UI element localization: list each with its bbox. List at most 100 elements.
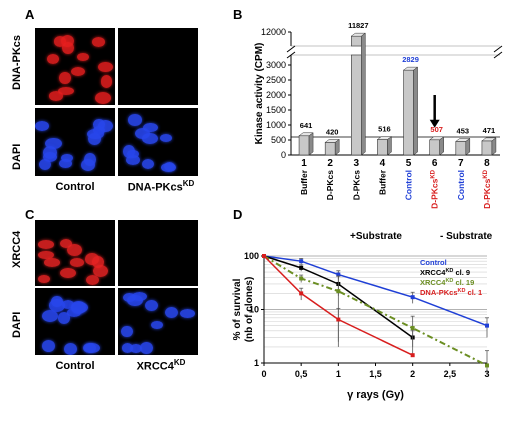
cell-nucleus xyxy=(94,91,112,104)
category-label: D-PKcs xyxy=(325,170,335,201)
bar-value-label: 516 xyxy=(378,125,391,134)
x-tick-label: 0,5 xyxy=(295,369,308,379)
bar-value-label: 453 xyxy=(457,126,470,135)
legend-entry: Control xyxy=(420,258,447,267)
bar-side-face xyxy=(465,137,471,156)
cell-nucleus xyxy=(85,275,99,286)
cell-nucleus xyxy=(66,244,82,257)
panel-letter-b: B xyxy=(233,7,243,22)
category-label: Control xyxy=(456,170,466,200)
category-number: 5 xyxy=(406,158,412,169)
cell-nucleus xyxy=(140,342,153,355)
cell-nucleus xyxy=(59,267,76,278)
data-point xyxy=(410,353,415,358)
col-label-control-c: Control xyxy=(55,360,95,372)
bar xyxy=(403,69,414,156)
x-tick-label: 0 xyxy=(261,369,266,379)
group-label-minus-substrate: - Substrate xyxy=(440,231,493,242)
data-point xyxy=(299,265,304,270)
y-tick-label: 1500 xyxy=(266,105,286,115)
series-line xyxy=(263,255,413,356)
cell-nucleus xyxy=(71,66,86,76)
cell-nucleus xyxy=(49,91,63,101)
y-tick-label: 1 xyxy=(254,358,259,368)
cell-nucleus xyxy=(38,250,55,260)
data-point xyxy=(336,272,341,277)
cell-nucleus xyxy=(69,258,85,268)
axis-break-mark xyxy=(286,45,296,59)
data-point xyxy=(336,289,341,294)
cell-nucleus xyxy=(62,299,75,309)
bar xyxy=(351,54,362,156)
cell-nucleus xyxy=(130,343,143,354)
y-tick-label: 12000 xyxy=(261,27,286,37)
panel-letter-c: C xyxy=(25,207,35,222)
category-label-sup: KD xyxy=(483,169,489,178)
category-number: 4 xyxy=(380,158,386,169)
cell-nucleus xyxy=(38,158,52,171)
category-label: D-PKcsKD xyxy=(482,169,492,209)
cell-nucleus xyxy=(145,299,159,312)
x-tick-label: 1 xyxy=(336,369,341,379)
legend-sup: KD xyxy=(445,268,453,274)
cell-nucleus xyxy=(37,274,51,284)
cell-nucleus xyxy=(123,293,136,303)
legend-entry: DNA-PKcsKD cl. 1 xyxy=(420,288,482,297)
bar-side-face xyxy=(308,132,314,156)
cell-nucleus xyxy=(128,114,143,126)
bar xyxy=(351,35,362,47)
legend-suffix: cl. 1 xyxy=(465,288,482,297)
bar-side-face xyxy=(334,138,340,156)
y-axis-label: % of survival(nb of clones) xyxy=(232,277,255,343)
cell-nucleus xyxy=(44,137,62,150)
cell-nucleus xyxy=(150,320,164,330)
kinase-activity-chart: 0 500 1000 1500 2000 2500 3000 12000 Kinase acti… xyxy=(254,21,503,209)
legend-suffix: cl. 19 xyxy=(453,278,474,287)
cell-nucleus xyxy=(61,42,74,55)
cell-nucleus xyxy=(85,253,99,266)
data-point xyxy=(336,317,341,322)
cell-nucleus xyxy=(59,158,72,168)
category-number: 3 xyxy=(354,158,360,169)
cell-nucleus xyxy=(50,295,63,308)
cell-nucleus xyxy=(161,162,177,172)
category-label: Control xyxy=(404,170,414,200)
panel-letter-a: A xyxy=(25,7,35,22)
cell-nucleus xyxy=(43,258,60,267)
cell-nucleus xyxy=(121,343,134,354)
cell-nucleus xyxy=(100,75,113,88)
category-number: 2 xyxy=(327,158,333,169)
cell-nucleus xyxy=(92,125,105,135)
y-tick-label: 0 xyxy=(281,150,286,160)
cell-nucleus xyxy=(121,325,133,338)
category-number: 1 xyxy=(301,158,307,169)
cell-nucleus xyxy=(164,306,178,318)
cell-nucleus xyxy=(46,53,59,64)
cell-nucleus xyxy=(58,86,75,95)
y-axis-label-line: % of survival xyxy=(232,278,243,340)
category-number: 7 xyxy=(458,158,464,169)
legend-entry: XRCC4KD cl. 9 xyxy=(420,268,470,277)
bar-side-face xyxy=(491,137,497,156)
bar-value-label: 11827 xyxy=(348,21,368,30)
cell-nucleus xyxy=(71,300,86,314)
y-tick-label: 2000 xyxy=(266,90,286,100)
cell-nucleus xyxy=(64,343,78,355)
cell-nucleus xyxy=(97,119,113,133)
x-tick-label: 2,5 xyxy=(444,369,457,379)
cell-nucleus xyxy=(38,240,54,249)
legend-suffix: cl. 9 xyxy=(453,268,470,277)
cell-nucleus xyxy=(141,132,158,144)
micrograph-kd-dapi xyxy=(118,108,198,176)
cell-nucleus xyxy=(92,37,105,47)
row-label-dapi: DAPI xyxy=(11,143,23,170)
legend-sup: KD xyxy=(445,278,453,284)
y-tick-label: 3000 xyxy=(266,60,286,70)
cell-nucleus xyxy=(98,61,114,73)
micrograph-control-dna-pkcs xyxy=(35,28,115,105)
category-label: Buffer xyxy=(377,169,387,195)
data-point xyxy=(299,291,304,296)
cell-nucleus xyxy=(35,121,50,132)
category-label: D-PKcsKD xyxy=(430,169,440,209)
